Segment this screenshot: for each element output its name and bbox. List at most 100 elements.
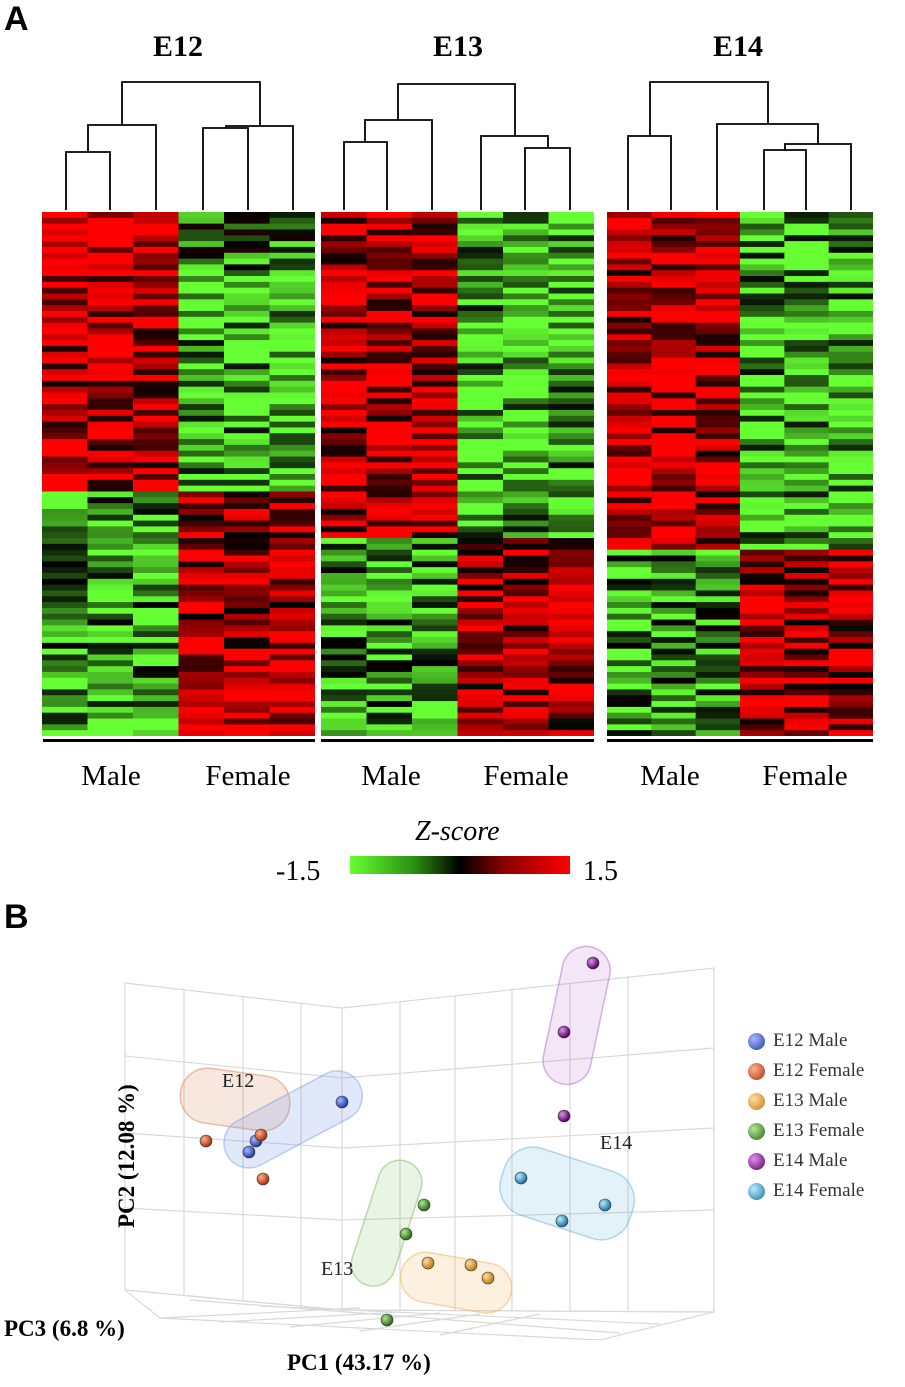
- heatmap-cell: [548, 305, 594, 312]
- heatmap-cell: [133, 503, 179, 510]
- heatmap-cell: [607, 351, 652, 359]
- heatmap-cell: [651, 637, 697, 644]
- heatmap-cell: [651, 310, 697, 318]
- heatmap-cell: [548, 235, 594, 242]
- heatmap-cell: [828, 538, 873, 545]
- heatmap-cell: [607, 561, 652, 568]
- heatmap-cell: [548, 666, 594, 673]
- heatmap-cell: [42, 328, 88, 335]
- heatmap-cell: [607, 276, 652, 283]
- heatmap-cell: [224, 543, 270, 551]
- heatmap-cell: [366, 380, 413, 388]
- heatmap-cell: [269, 660, 315, 667]
- heatmap-cell: [224, 619, 270, 626]
- heatmap-cell: [828, 212, 873, 219]
- heatmap-cell: [321, 526, 367, 533]
- heatmap-cell: [42, 462, 88, 469]
- heatmap-cell: [224, 677, 270, 685]
- heatmap-cell: [828, 584, 873, 591]
- heatmap-cell: [607, 252, 652, 260]
- heatmap-cell: [412, 596, 458, 603]
- heatmap-cell: [224, 409, 270, 417]
- heatmap-cell: [87, 543, 134, 551]
- heatmap-cell: [548, 660, 594, 667]
- heatmap-cell: [695, 549, 741, 557]
- heatmap-cell: [42, 631, 88, 638]
- heatmap-cell: [224, 328, 270, 335]
- heatmap-cell: [548, 409, 594, 417]
- heatmap-cell: [366, 392, 413, 399]
- heatmap-cell: [321, 654, 367, 661]
- heatmap-cell: [321, 578, 367, 586]
- heatmap-cell: [321, 363, 367, 370]
- heatmap-cell: [412, 526, 458, 533]
- heatmap-cell: [269, 590, 315, 597]
- heatmap-cell: [366, 689, 413, 696]
- heatmap-cell: [87, 648, 134, 655]
- heatmap-cell: [87, 386, 134, 393]
- heatmap-cell: [548, 619, 594, 626]
- heatmap-cell: [503, 293, 549, 300]
- heatmap-cell: [133, 322, 179, 329]
- heatmap-cell: [651, 491, 697, 498]
- heatmap-cell: [607, 287, 652, 295]
- heatmap-cell: [87, 293, 134, 300]
- heatmap-cell: [784, 357, 830, 364]
- heatmap-cell: [828, 508, 873, 516]
- heatmap-cell: [178, 439, 225, 446]
- heatmap-cell: [457, 427, 504, 434]
- heatmap-cell: [412, 229, 458, 236]
- heatmap-cell: [695, 276, 741, 283]
- heatmap-cell: [366, 549, 413, 557]
- heatmap-cell: [784, 602, 830, 609]
- heatmap-cell: [412, 520, 458, 527]
- heatmap-cell: [740, 270, 785, 277]
- heatmap-cell: [412, 427, 458, 434]
- heatmap-cell: [133, 264, 179, 271]
- heatmap-cell: [42, 427, 88, 434]
- heatmap-cell: [224, 375, 270, 382]
- heatmap-cell: [607, 695, 652, 702]
- heatmap-cell: [784, 631, 830, 638]
- heatmap-cell: [828, 375, 873, 382]
- heatmap-cell: [651, 357, 697, 364]
- heatmap-cell: [457, 631, 504, 638]
- heatmap-cell: [828, 520, 873, 527]
- heatmap-cell: [784, 241, 830, 248]
- heatmap-cell: [607, 212, 652, 219]
- heatmap-cell: [548, 572, 594, 580]
- heatmap-cell: [321, 287, 367, 295]
- heatmap-cell: [87, 590, 134, 597]
- heatmap-cell: [548, 462, 594, 469]
- heatmap-cell: [695, 613, 741, 621]
- heatmap-cell: [457, 497, 504, 504]
- heatmap-cell: [269, 351, 315, 359]
- heatmap-cell: [412, 474, 458, 481]
- heatmap-cell: [548, 281, 594, 289]
- heatmap-cell: [224, 398, 270, 405]
- heatmap-cell: [133, 276, 179, 283]
- heatmap-cell: [784, 276, 830, 283]
- heatmap-cell: [607, 392, 652, 399]
- heatmap-cell: [548, 363, 594, 370]
- colorbar-title: Z-score: [415, 816, 500, 847]
- heatmap-cell: [224, 712, 270, 720]
- heatmap-cell: [87, 671, 134, 679]
- heatmap-cell: [548, 596, 594, 603]
- heatmap-cell: [548, 357, 594, 364]
- heatmap-cell: [784, 351, 830, 359]
- heatmap-cell: [133, 561, 179, 568]
- heatmap-cell: [651, 695, 697, 702]
- heatmap-cell: [607, 555, 652, 562]
- heatmap-cell: [457, 316, 504, 324]
- heatmap-cell: [740, 572, 785, 580]
- legend-label: E13 Female: [773, 1120, 865, 1141]
- heatmap-cell: [133, 241, 179, 248]
- heatmap-cell: [178, 631, 225, 638]
- heatmap-cell: [178, 235, 225, 242]
- heatmap-cell: [607, 508, 652, 516]
- heatmap-cell: [548, 701, 594, 708]
- heatmap-cell: [457, 578, 504, 586]
- heatmap-cell: [740, 497, 785, 504]
- heatmap-cell: [178, 217, 225, 225]
